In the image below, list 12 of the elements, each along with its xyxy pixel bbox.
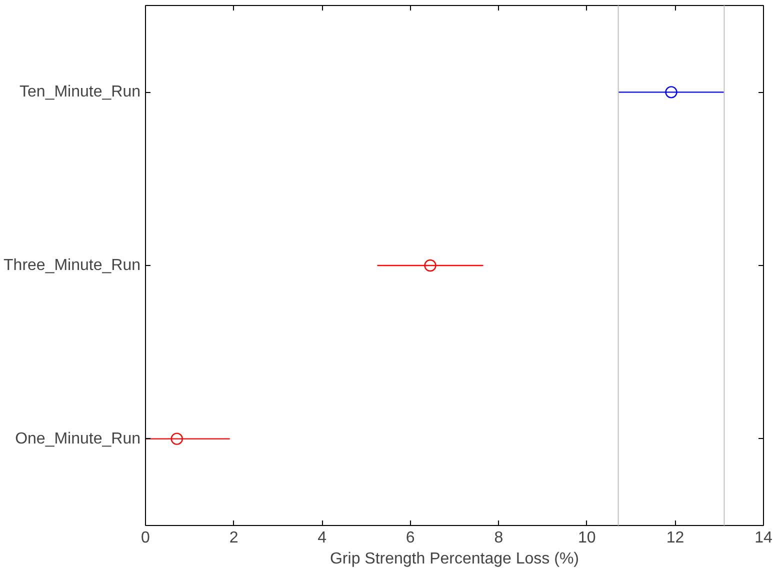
x-tick-label: 14 (754, 530, 772, 546)
y-tick-label: One_Minute_Run (15, 430, 141, 448)
x-axis-title: Grip Strength Percentage Loss (%) (330, 550, 580, 568)
x-tick-label: 0 (141, 530, 150, 546)
x-tick-label: 4 (318, 530, 327, 546)
y-tick-label: Three_Minute_Run (4, 257, 140, 274)
x-tick-label: 8 (494, 530, 504, 546)
y-tick-label: Ten_Minute_Run (20, 84, 140, 101)
x-tick-label: 6 (406, 530, 415, 546)
x-tick-label: 12 (666, 530, 684, 546)
x-tick-label: 2 (229, 530, 238, 546)
x-tick-label: 10 (578, 530, 596, 546)
